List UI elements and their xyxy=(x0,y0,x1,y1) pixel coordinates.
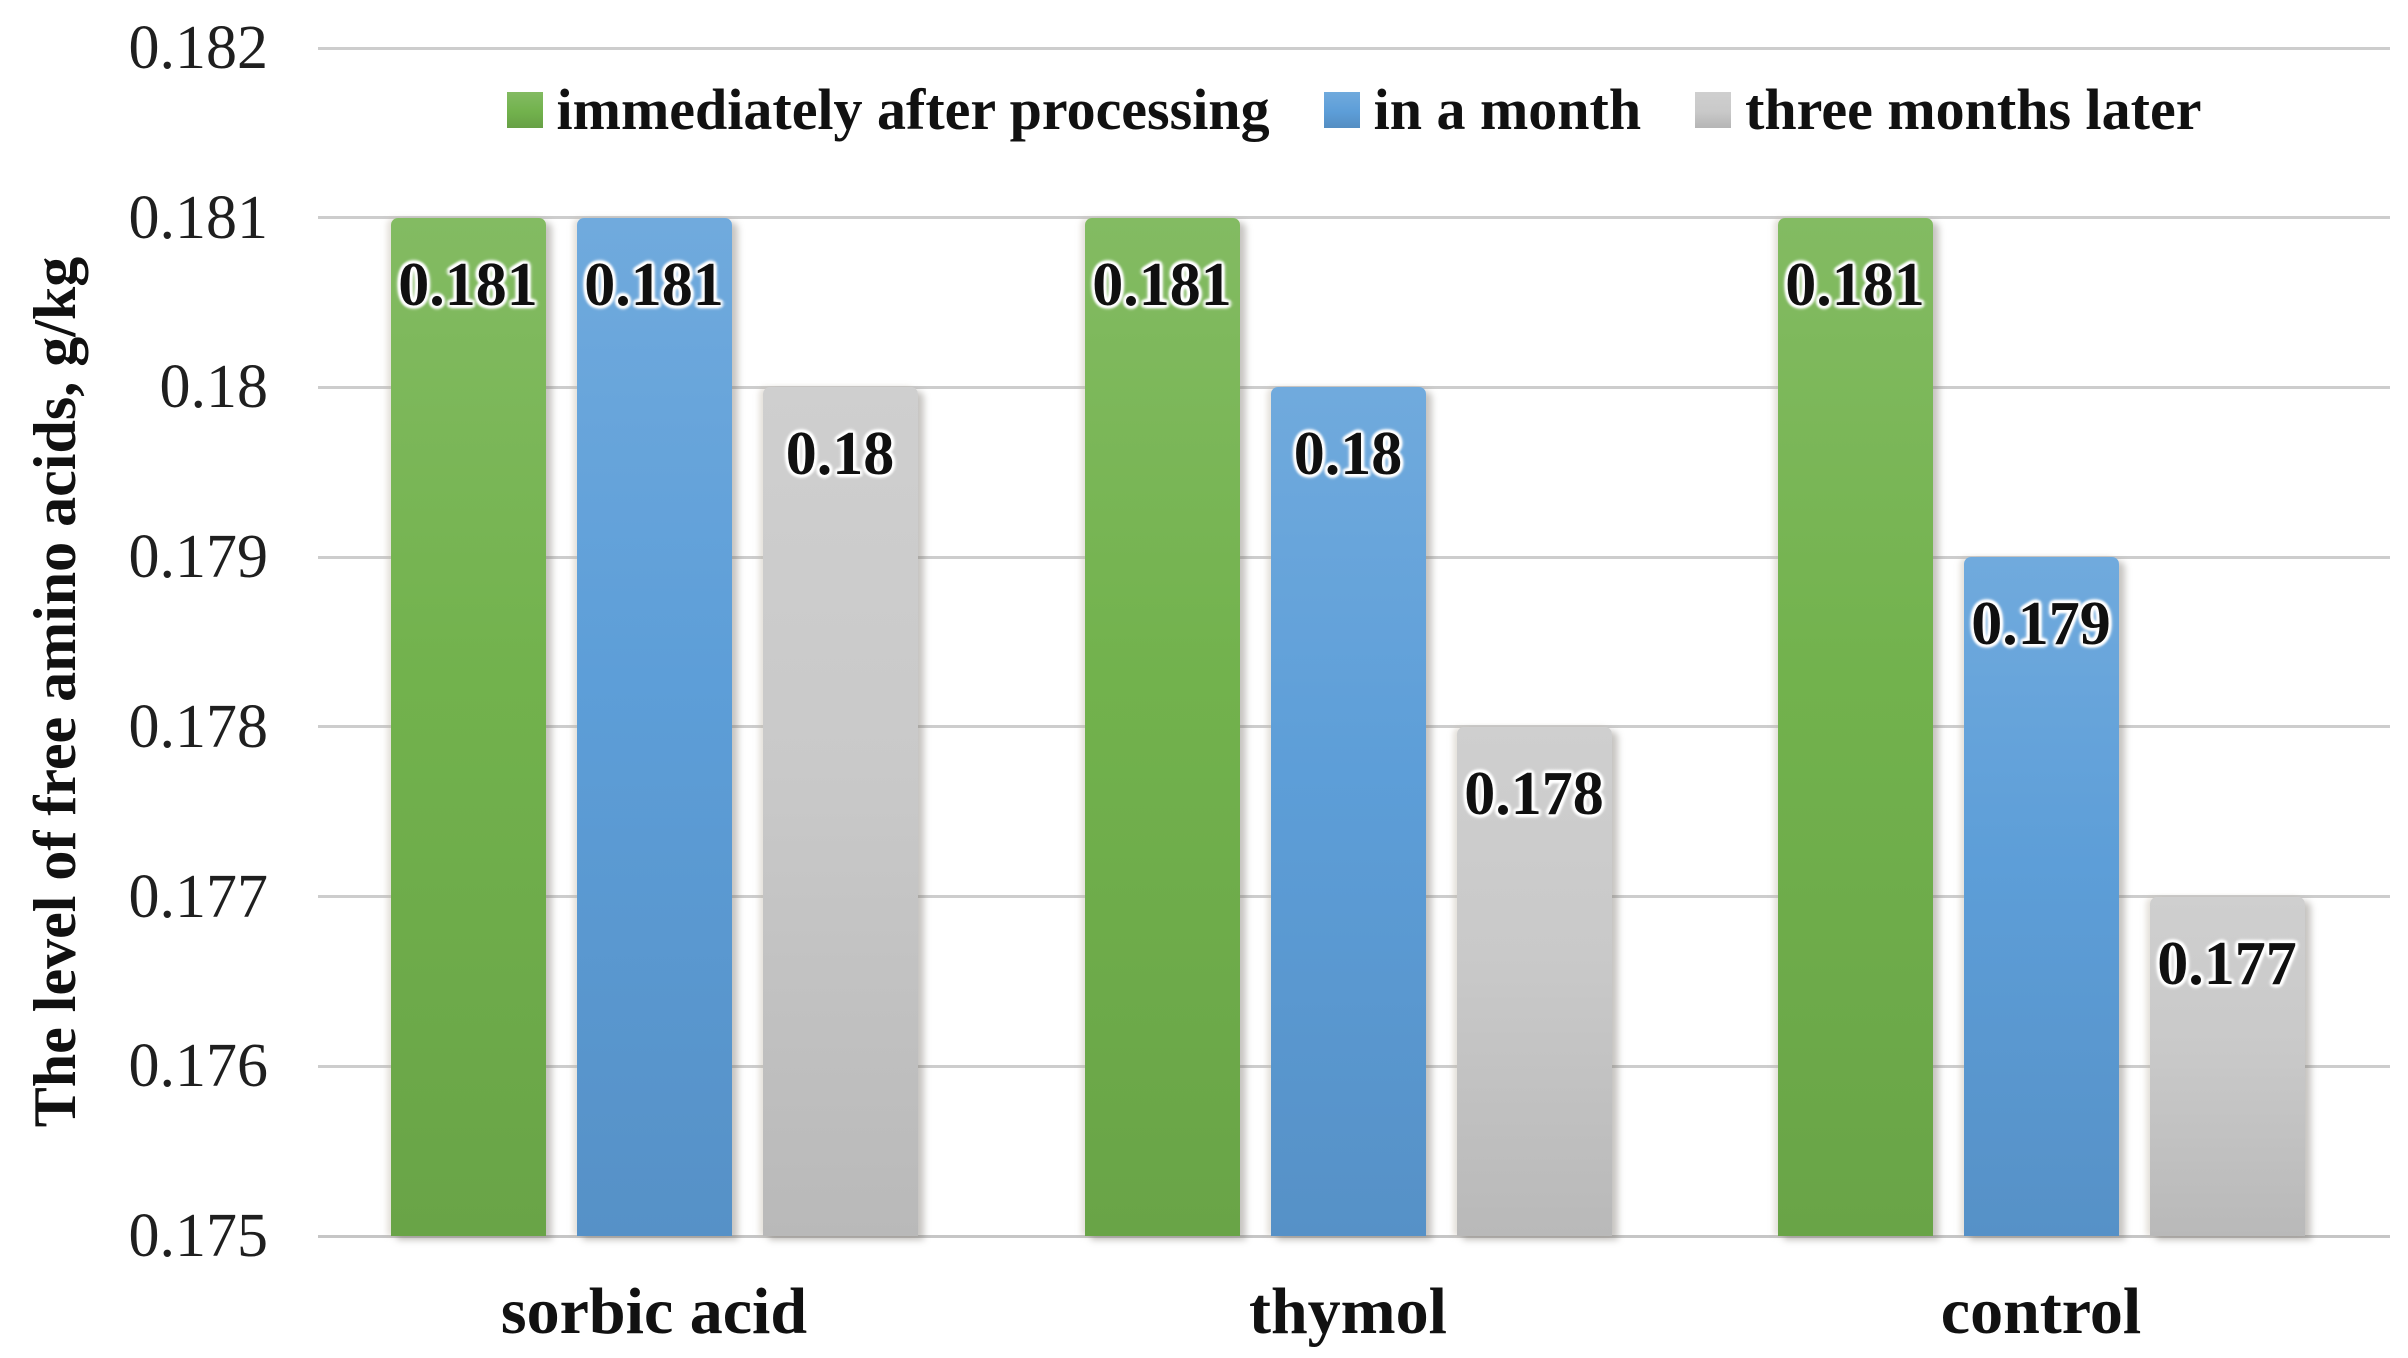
legend-item-in-a-month: in a month xyxy=(1323,77,1642,142)
bar-control-immediately-after-processing: 0.181 xyxy=(1777,217,1933,1236)
bar-data-label: 0.181 xyxy=(1785,250,1925,319)
legend-swatch-icon xyxy=(1695,92,1732,128)
bar-data-label: 0.181 xyxy=(584,250,724,319)
bar-control-in-a-month: 0.179 xyxy=(1963,557,2119,1236)
bar-data-label: 0.178 xyxy=(1464,759,1604,828)
gridline-0.181 xyxy=(318,216,2390,220)
legend-label: in a month xyxy=(1373,77,1642,142)
gridline-0.175 xyxy=(318,1234,2390,1238)
y-tick-label-0.181: 0.181 xyxy=(128,183,269,252)
bar-sorbic-acid-immediately-after-processing: 0.181 xyxy=(390,217,546,1236)
bar-thymol-in-a-month: 0.18 xyxy=(1270,387,1426,1236)
legend-item-immediately-after-processing: immediately after processing xyxy=(506,77,1270,142)
y-tick-label-0.176: 0.176 xyxy=(128,1032,269,1101)
bar-data-label: 0.181 xyxy=(398,250,538,319)
legend-label: immediately after processing xyxy=(556,77,1270,142)
bar-thymol-immediately-after-processing: 0.181 xyxy=(1084,217,1240,1236)
y-tick-label-0.177: 0.177 xyxy=(128,862,269,931)
bar-sorbic-acid-in-a-month: 0.181 xyxy=(576,217,732,1236)
bar-thymol-three-months-later: 0.178 xyxy=(1456,726,1612,1236)
bar-data-label: 0.179 xyxy=(1971,590,2111,659)
y-tick-label-0.179: 0.179 xyxy=(128,523,269,592)
legend-item-three-months-later: three months later xyxy=(1695,81,2201,139)
y-tick-label-0.18: 0.18 xyxy=(159,353,269,422)
y-tick-label-0.178: 0.178 xyxy=(128,692,269,761)
x-category-label-control: control xyxy=(1940,1275,2142,1348)
x-category-label-sorbic-acid: sorbic acid xyxy=(500,1275,808,1348)
legend-swatch-icon xyxy=(1323,92,1360,128)
bar-data-label: 0.177 xyxy=(2157,929,2297,998)
legend-label: three months later xyxy=(1745,77,2202,142)
legend: immediately after processing in a month th… xyxy=(318,74,2390,146)
bar-control-three-months-later: 0.177 xyxy=(2149,896,2305,1236)
bar-data-label: 0.18 xyxy=(1293,420,1403,489)
gridline-0.182 xyxy=(318,46,2390,50)
bar-data-label: 0.181 xyxy=(1092,250,1232,319)
bar-data-label: 0.18 xyxy=(785,420,895,489)
bar-sorbic-acid-three-months-later: 0.18 xyxy=(762,387,918,1236)
legend-swatch-icon xyxy=(506,92,543,128)
y-tick-label-0.182: 0.182 xyxy=(128,14,269,82)
x-category-label-thymol: thymol xyxy=(1249,1275,1447,1348)
y-tick-label-0.175: 0.175 xyxy=(128,1202,269,1270)
